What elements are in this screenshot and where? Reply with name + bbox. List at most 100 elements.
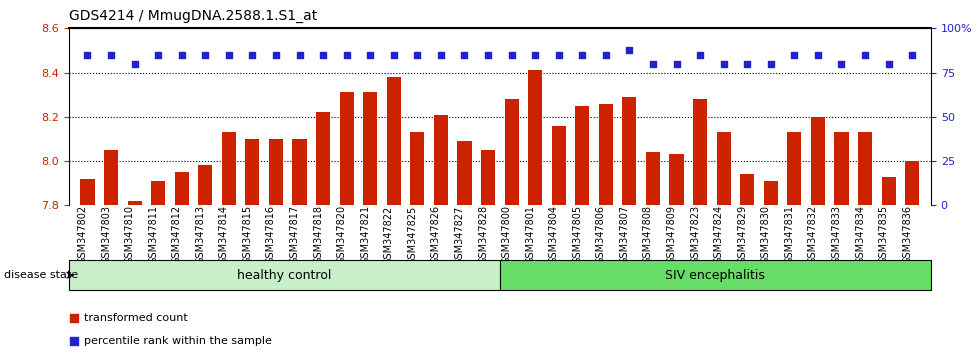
Bar: [669, 154, 684, 205]
Bar: [646, 152, 660, 205]
Bar: [622, 97, 636, 205]
Text: GSM347809: GSM347809: [666, 205, 676, 264]
Point: [292, 52, 308, 58]
Text: GSM347824: GSM347824: [713, 205, 723, 264]
Bar: [763, 181, 778, 205]
Bar: [198, 165, 213, 205]
Bar: [221, 132, 236, 205]
Text: GSM347804: GSM347804: [549, 205, 559, 264]
Text: GSM347811: GSM347811: [148, 205, 158, 264]
Bar: [599, 103, 612, 205]
Point: [810, 52, 826, 58]
Text: GSM347820: GSM347820: [337, 205, 347, 264]
Bar: [411, 132, 424, 205]
Text: GSM347833: GSM347833: [831, 205, 842, 264]
Text: GSM347825: GSM347825: [408, 205, 417, 264]
Point: [457, 52, 472, 58]
Text: GSM347806: GSM347806: [596, 205, 606, 264]
Text: GSM347817: GSM347817: [289, 205, 300, 264]
Point: [220, 52, 236, 58]
Point: [360, 233, 375, 238]
Point: [834, 61, 850, 67]
Text: GSM347800: GSM347800: [502, 205, 512, 264]
Text: SIV encephalitis: SIV encephalitis: [665, 269, 765, 282]
Text: GSM347821: GSM347821: [361, 205, 370, 264]
Bar: [316, 112, 330, 205]
Bar: [528, 70, 542, 205]
Bar: [810, 117, 825, 205]
Point: [339, 52, 355, 58]
Bar: [387, 77, 401, 205]
Text: GSM347805: GSM347805: [572, 205, 582, 264]
Text: GSM347802: GSM347802: [77, 205, 87, 264]
Text: GSM347822: GSM347822: [384, 205, 394, 264]
Text: GSM347830: GSM347830: [760, 205, 771, 264]
Point: [197, 52, 213, 58]
Bar: [127, 201, 142, 205]
Text: GSM347807: GSM347807: [619, 205, 629, 264]
Point: [245, 52, 261, 58]
Point: [858, 52, 873, 58]
Point: [881, 61, 897, 67]
Bar: [458, 141, 471, 205]
Bar: [481, 150, 495, 205]
Bar: [69, 260, 500, 290]
Point: [150, 52, 166, 58]
Text: GSM347813: GSM347813: [195, 205, 205, 264]
Bar: [858, 132, 872, 205]
Point: [527, 52, 543, 58]
Point: [386, 52, 402, 58]
Bar: [740, 174, 755, 205]
Point: [79, 52, 95, 58]
Text: GSM347834: GSM347834: [855, 205, 865, 264]
Text: GSM347831: GSM347831: [784, 205, 795, 264]
Bar: [693, 99, 708, 205]
Bar: [292, 139, 307, 205]
Bar: [787, 132, 802, 205]
Text: GSM347814: GSM347814: [219, 205, 228, 264]
Point: [668, 61, 684, 67]
Bar: [364, 92, 377, 205]
Point: [905, 52, 920, 58]
Text: GSM347827: GSM347827: [455, 205, 465, 264]
Text: transformed count: transformed count: [84, 313, 188, 323]
Text: GSM347816: GSM347816: [266, 205, 276, 264]
Point: [787, 52, 803, 58]
Bar: [340, 92, 354, 205]
Bar: [552, 126, 565, 205]
Text: GDS4214 / MmugDNA.2588.1.S1_at: GDS4214 / MmugDNA.2588.1.S1_at: [69, 9, 317, 23]
Bar: [269, 139, 283, 205]
Point: [269, 52, 284, 58]
Point: [551, 52, 566, 58]
Point: [103, 52, 119, 58]
Text: GSM347835: GSM347835: [879, 205, 889, 264]
Bar: [434, 115, 448, 205]
Point: [360, 30, 375, 36]
Bar: [575, 106, 589, 205]
Point: [692, 52, 708, 58]
Bar: [151, 181, 166, 205]
Text: GSM347803: GSM347803: [101, 205, 111, 264]
Point: [504, 52, 519, 58]
Text: percentile rank within the sample: percentile rank within the sample: [84, 336, 272, 346]
Point: [598, 52, 613, 58]
Point: [480, 52, 496, 58]
Text: GSM347828: GSM347828: [478, 205, 488, 264]
Text: GSM347815: GSM347815: [242, 205, 253, 264]
Bar: [245, 139, 260, 205]
Text: GSM347801: GSM347801: [525, 205, 535, 264]
Bar: [906, 161, 919, 205]
Point: [645, 61, 661, 67]
Bar: [834, 132, 849, 205]
Bar: [104, 150, 118, 205]
Text: disease state: disease state: [4, 270, 78, 280]
Bar: [505, 99, 518, 205]
Point: [126, 61, 142, 67]
Point: [410, 52, 425, 58]
Text: GSM347836: GSM347836: [903, 205, 912, 264]
Text: GSM347829: GSM347829: [737, 205, 747, 264]
Point: [715, 61, 731, 67]
Text: healthy control: healthy control: [237, 269, 331, 282]
Point: [763, 61, 779, 67]
Bar: [882, 177, 896, 205]
